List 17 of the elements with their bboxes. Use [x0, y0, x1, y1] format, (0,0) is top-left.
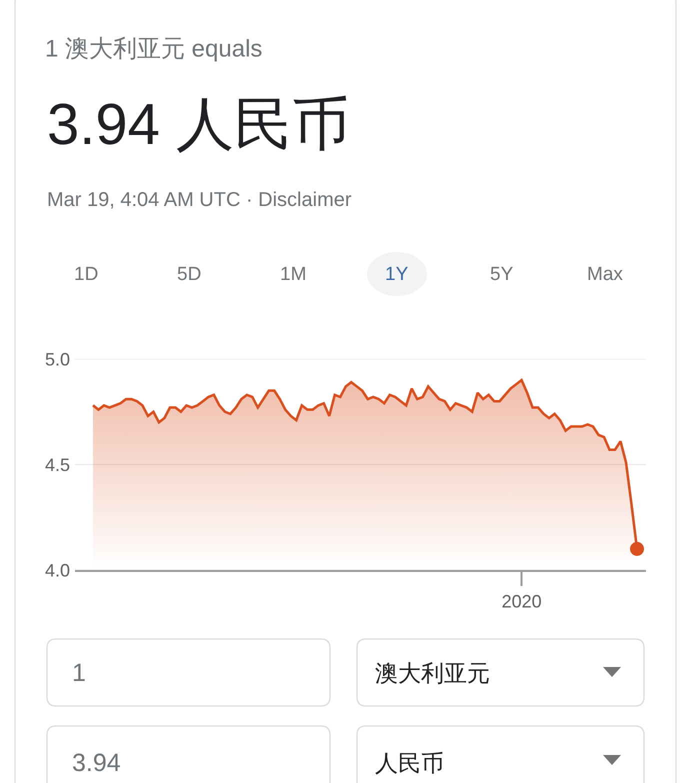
- chart-subtitle: 3.94 人民币: [47, 92, 350, 157]
- text: 5Y: [490, 264, 514, 285]
- y-tick-label: 4.5: [44, 454, 70, 475]
- text: 1Y: [385, 264, 409, 285]
- x-tick-label: 2020: [502, 592, 542, 612]
- text: 1M: [280, 264, 306, 285]
- chart-title: 1 澳大利亚元 equals: [45, 35, 262, 62]
- y-tick-label: 4.0: [44, 560, 70, 580]
- text: 3.94: [72, 749, 121, 777]
- text: Mar 19, 4:04 AM UTC · Disclaimer: [47, 189, 352, 211]
- text: 人民币: [375, 750, 444, 776]
- text: 澳大利亚元: [375, 660, 490, 686]
- text: Max: [587, 264, 624, 285]
- text: 1: [72, 659, 86, 687]
- y-tick-label: 5.0: [44, 349, 70, 370]
- text: 5D: [177, 264, 202, 285]
- text: 1D: [74, 264, 98, 285]
